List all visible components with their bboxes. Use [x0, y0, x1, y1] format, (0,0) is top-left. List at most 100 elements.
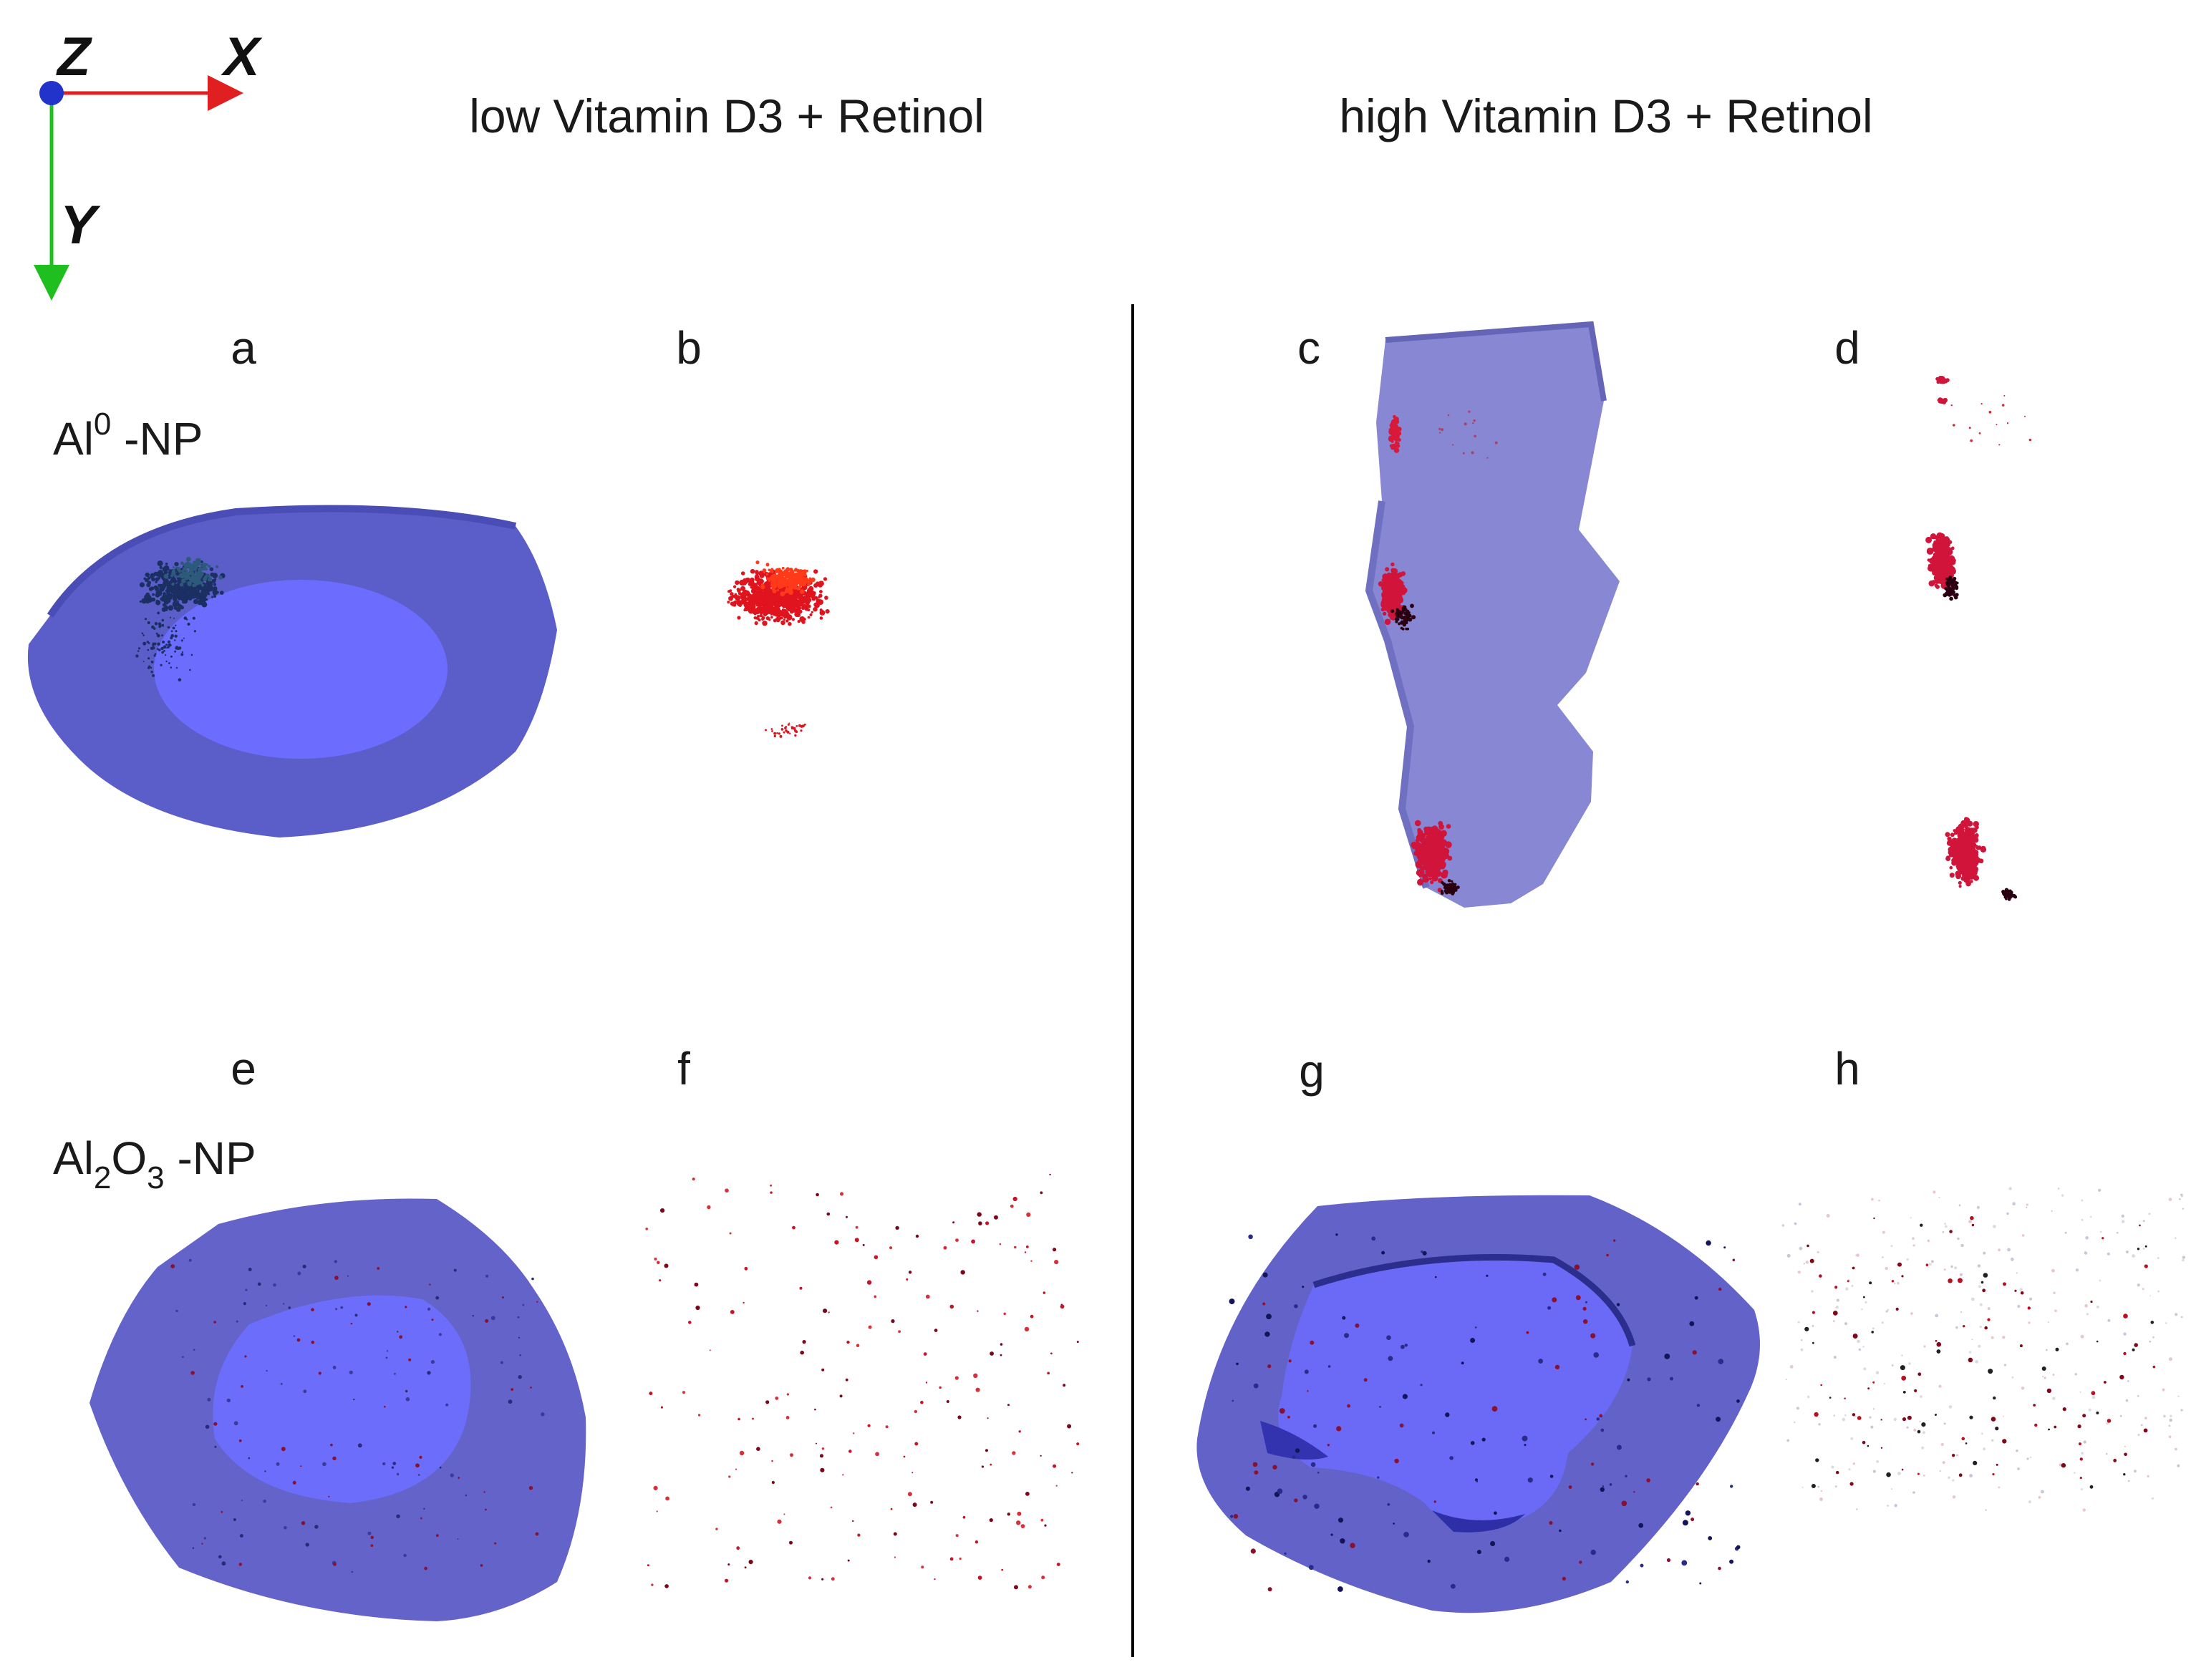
nanoparticle [2047, 1321, 2049, 1324]
nanoparticle [1920, 1395, 1922, 1398]
nanoparticle [957, 1415, 962, 1419]
nanoparticle [657, 1261, 660, 1265]
nanoparticle [1969, 1415, 1973, 1419]
red-aggregate [1946, 548, 1953, 555]
nanoparticle [1432, 1431, 1435, 1434]
red-aggregate [1945, 577, 1949, 581]
cluster-particle [172, 626, 175, 630]
nanoparticle [1984, 1326, 1988, 1330]
nanoparticle [1230, 1515, 1234, 1518]
red-particle [813, 583, 818, 588]
nanoparticle [2106, 1419, 2112, 1423]
nanoparticle [1948, 1405, 1953, 1409]
red-particle [758, 618, 761, 622]
nanoparticle [890, 1507, 893, 1510]
nanoparticle [2134, 1470, 2137, 1473]
red-aggregate [1962, 863, 1966, 867]
red-aggregate [1950, 592, 1954, 596]
nanoparticle [921, 1565, 924, 1569]
cluster-particle [201, 601, 207, 607]
red-aggregate [1950, 588, 1953, 591]
nanoparticle [792, 1225, 795, 1230]
nanoparticle [1044, 1524, 1047, 1527]
nanoparticle [1794, 1222, 1797, 1225]
nanoparticle [1253, 1383, 1259, 1389]
cluster-particle [208, 565, 211, 568]
cluster-particle [183, 637, 185, 639]
nanoparticle [1943, 1268, 1946, 1271]
nanoparticle [1461, 1361, 1464, 1365]
red-aggregate [1380, 600, 1387, 606]
nanoparticle [205, 1424, 210, 1429]
nanoparticle [1579, 1560, 1582, 1564]
red-aggregate [1933, 560, 1938, 565]
nanoparticle [1862, 1440, 1866, 1444]
nanoparticle [790, 1453, 793, 1457]
panel-c-red-aggregates [1378, 410, 1498, 895]
cluster-particle [161, 634, 164, 637]
nanoparticle [1872, 1327, 1875, 1330]
nanoparticle [1801, 1339, 1803, 1341]
nanoparticle [1806, 1244, 1809, 1248]
nanoparticle [1340, 1538, 1345, 1544]
nanoparticle [1979, 1303, 1983, 1306]
red-particle [754, 608, 757, 611]
red-aggregate [2003, 895, 2006, 899]
cluster-particle [167, 640, 171, 644]
red-particle [768, 568, 771, 572]
red-aggregate [1447, 414, 1450, 417]
red-aggregate [1955, 585, 1959, 589]
red-particle [775, 568, 779, 572]
nanoparticle [923, 1352, 927, 1356]
cluster-particle [147, 576, 151, 580]
nanoparticle [1873, 1217, 1875, 1220]
red-particle [790, 727, 793, 729]
red-aggregate [1941, 550, 1946, 556]
nanoparticle [1067, 1424, 1072, 1429]
red-aggregate [1471, 451, 1474, 455]
red-particle [816, 598, 821, 603]
nanoparticle [218, 1555, 222, 1559]
nanoparticle [2019, 1344, 2023, 1348]
nanoparticle [2081, 1218, 2084, 1221]
nanoparticle [1910, 1217, 1912, 1219]
red-aggregate [1393, 422, 1397, 426]
nanoparticle [1267, 1587, 1272, 1592]
nanoparticle [914, 1409, 918, 1414]
red-particle [783, 609, 788, 613]
nanoparticle [1887, 1505, 1889, 1507]
red-particle [763, 598, 767, 602]
red-aggregate [1953, 847, 1956, 850]
nanoparticle [1491, 1406, 1498, 1412]
nanoparticle [1921, 1446, 1925, 1450]
nanoparticle [1935, 1414, 1937, 1416]
nanoparticle [752, 1417, 754, 1420]
nanoparticle [647, 1564, 649, 1567]
nanoparticle [846, 1215, 848, 1218]
red-aggregate [1441, 880, 1444, 885]
cluster-particle [181, 651, 184, 654]
nanoparticle [1236, 1362, 1239, 1366]
cluster-particle [146, 641, 149, 644]
nanoparticle [2148, 1213, 2151, 1215]
nanoparticle [1336, 1426, 1342, 1432]
nanoparticle [1470, 1338, 1476, 1343]
panel-d-particle-render [1925, 376, 2032, 901]
nanoparticle [233, 1518, 236, 1521]
red-aggregate [1965, 820, 1972, 826]
nanoparticle [800, 1350, 804, 1355]
red-aggregate [1940, 568, 1945, 574]
nanoparticle [264, 1470, 266, 1472]
nanoparticle [207, 1397, 211, 1402]
nanoparticle [1047, 1371, 1050, 1375]
nanoparticle [2137, 1395, 2139, 1397]
nanoparticle [1945, 1225, 1948, 1228]
red-particle [778, 732, 781, 735]
red-aggregate [1444, 890, 1449, 895]
cluster-particle [175, 630, 178, 633]
red-aggregate [2013, 895, 2018, 899]
red-aggregate [1400, 581, 1404, 586]
nanoparticle [973, 1373, 978, 1379]
red-particle [780, 583, 783, 586]
nanoparticle [427, 1307, 431, 1311]
